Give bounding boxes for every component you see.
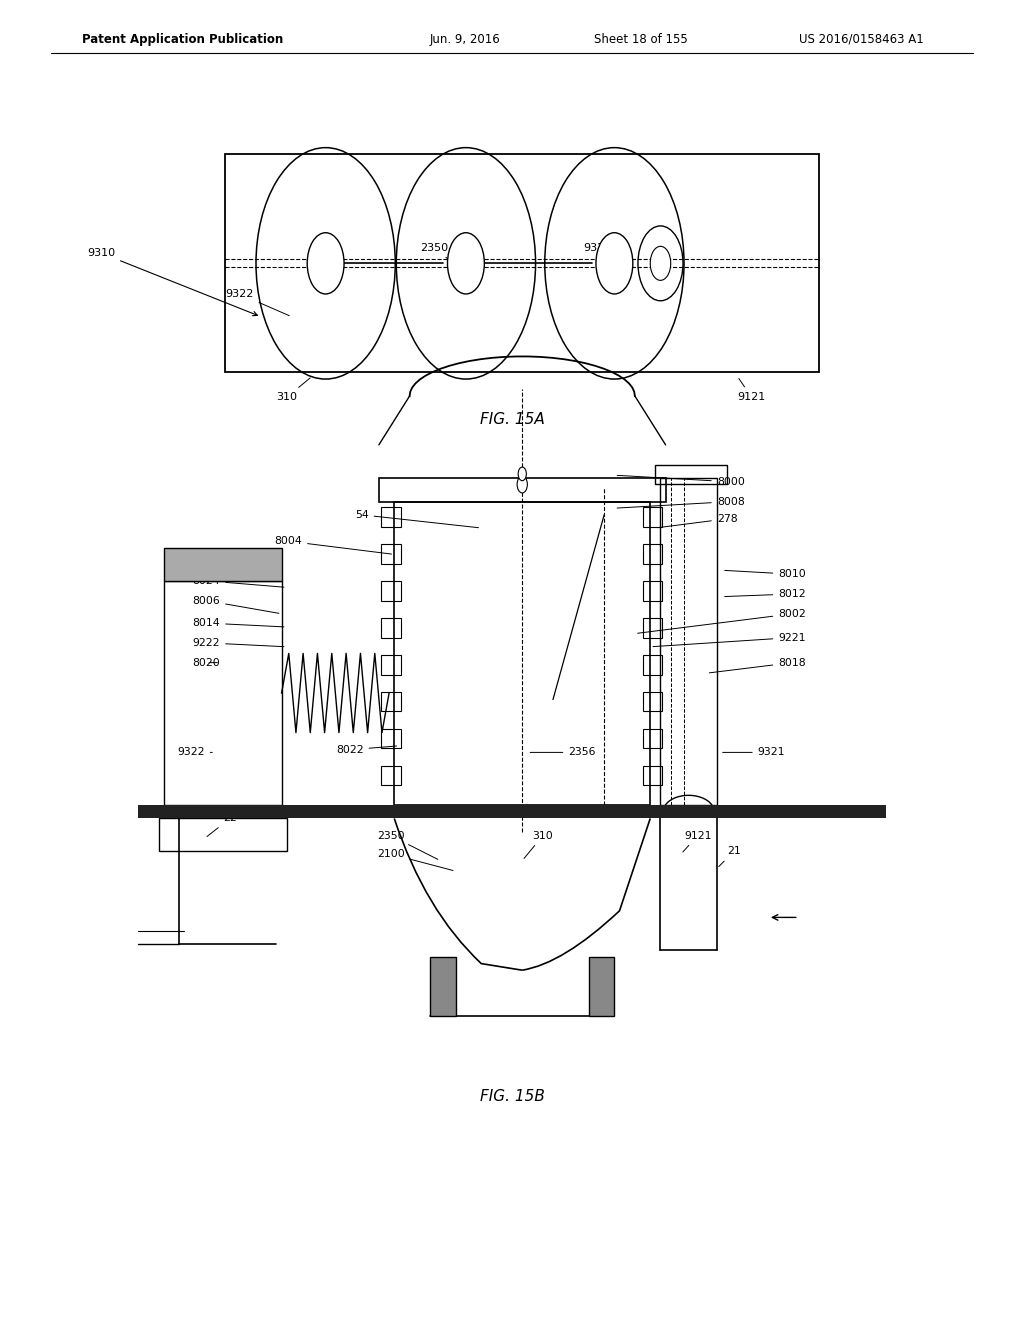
- Bar: [643, 692, 662, 711]
- Text: US 2016/0158463 A1: US 2016/0158463 A1: [799, 33, 924, 46]
- Text: 278: 278: [658, 513, 737, 528]
- Bar: [164, 548, 282, 581]
- Ellipse shape: [447, 232, 484, 294]
- Bar: [159, 818, 287, 851]
- Text: 9310: 9310: [87, 248, 257, 315]
- Bar: [138, 805, 886, 818]
- Text: 9121: 9121: [737, 379, 766, 403]
- Text: 8000: 8000: [617, 475, 744, 487]
- Ellipse shape: [596, 232, 633, 294]
- Text: 8018: 8018: [710, 657, 806, 673]
- Bar: [643, 507, 662, 527]
- Bar: [225, 154, 819, 372]
- Bar: [643, 655, 662, 675]
- Bar: [660, 478, 717, 805]
- Text: 9321: 9321: [723, 747, 785, 758]
- Ellipse shape: [307, 232, 344, 294]
- Text: 2350: 2350: [377, 830, 438, 859]
- Bar: [381, 729, 401, 748]
- Bar: [379, 478, 666, 502]
- Bar: [381, 655, 401, 675]
- Text: 9221: 9221: [653, 632, 806, 647]
- Text: 9321: 9321: [584, 243, 612, 275]
- Text: 310: 310: [276, 378, 310, 403]
- Text: 8010: 8010: [725, 569, 806, 579]
- Ellipse shape: [518, 467, 526, 480]
- Text: 9322: 9322: [225, 289, 290, 315]
- Text: 8020: 8020: [193, 657, 220, 668]
- Text: 2350: 2350: [420, 243, 464, 272]
- Bar: [589, 957, 614, 1016]
- Text: 8004: 8004: [274, 536, 391, 554]
- Text: 9222: 9222: [193, 638, 284, 648]
- Bar: [381, 581, 401, 601]
- Text: 8022: 8022: [336, 744, 396, 755]
- Ellipse shape: [517, 477, 527, 492]
- Bar: [381, 692, 401, 711]
- Text: Sheet 18 of 155: Sheet 18 of 155: [594, 33, 688, 46]
- Text: 21: 21: [719, 846, 740, 867]
- Text: 8008: 8008: [617, 496, 744, 508]
- Bar: [643, 581, 662, 601]
- Text: 9121: 9121: [683, 830, 712, 851]
- Text: FIG. 15A: FIG. 15A: [479, 412, 545, 426]
- Text: 2356: 2356: [530, 747, 596, 758]
- Text: 8024: 8024: [193, 576, 284, 587]
- Text: FIG. 15B: FIG. 15B: [479, 1089, 545, 1104]
- Bar: [643, 729, 662, 748]
- Text: Patent Application Publication: Patent Application Publication: [82, 33, 284, 46]
- Bar: [430, 957, 456, 1016]
- Bar: [381, 507, 401, 527]
- Text: 8014: 8014: [193, 618, 284, 628]
- Text: 310: 310: [524, 830, 553, 858]
- Text: 54: 54: [355, 510, 478, 528]
- Bar: [643, 766, 662, 785]
- Text: 8006: 8006: [193, 595, 279, 614]
- Bar: [381, 766, 401, 785]
- Bar: [655, 465, 727, 484]
- Text: 2100: 2100: [377, 849, 453, 870]
- Text: 22: 22: [207, 813, 237, 837]
- Bar: [643, 618, 662, 638]
- Text: 9322: 9322: [177, 747, 212, 758]
- Bar: [643, 544, 662, 564]
- Ellipse shape: [650, 247, 671, 280]
- Text: 8002: 8002: [638, 609, 806, 634]
- Text: Jun. 9, 2016: Jun. 9, 2016: [430, 33, 501, 46]
- Text: 8012: 8012: [725, 589, 806, 599]
- Bar: [164, 581, 282, 805]
- Bar: [394, 502, 650, 805]
- Bar: [381, 544, 401, 564]
- Bar: [381, 618, 401, 638]
